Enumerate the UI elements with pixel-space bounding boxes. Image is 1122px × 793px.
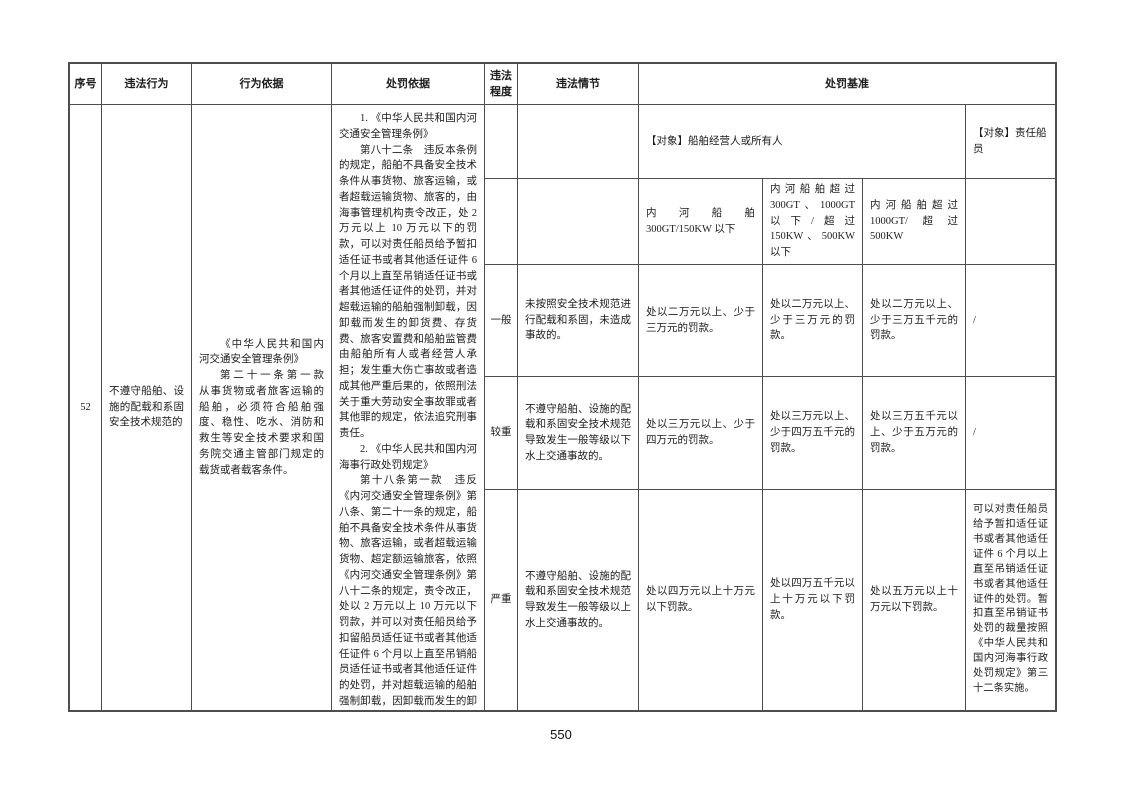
act-basis-paragraph: 《中华人民共和国内河交通安全管理条例》 xyxy=(199,338,324,366)
header-circumstance: 违法情节 xyxy=(518,64,638,104)
penalty-basis-paragraph: 第十八条第一款 违反《内河交通安全管理条例》第八条、第二十一条的规定，船舶不具备… xyxy=(339,475,477,707)
penalty-basis-paragraph: 第八十二条 违反本条例的规定，船舶不具备安全技术条件从事货物、旅客运输，或者超载… xyxy=(339,144,477,440)
cell-circumstance-blank xyxy=(518,105,638,178)
cell-penalty-basis: 1. 《中华人民共和国内河交通安全管理条例》 第八十二条 违反本条例的规定，船舶… xyxy=(332,105,484,710)
header-standard: 处罚基准 xyxy=(639,64,1055,104)
header-violation: 违法行为 xyxy=(102,64,191,104)
header-penalty-basis: 处罚依据 xyxy=(332,64,484,104)
cell-degree: 较重 xyxy=(485,377,517,489)
cell-violation: 不遵守船舶、设施的配载和系固安全技术规范的 xyxy=(102,105,191,710)
page-number: 550 xyxy=(550,727,572,742)
penalty-basis-paragraph: 2. 《中华人民共和国内河海事行政处罚规定》 xyxy=(339,443,477,471)
cell-act-basis: 《中华人民共和国内河交通安全管理条例》 第二十一条第一款 从事货物或者旅客运输的… xyxy=(192,105,331,710)
cell-crew-penalty: 可以对责任船员给予暂扣适任证书或者其他适任证件 6 个月以上直至吊销适任证书或者… xyxy=(966,490,1055,710)
cell-tier3: 内河船舶超过 1000GT/超过 500KW xyxy=(863,179,965,264)
cell-target-operator: 【对象】船舶经营人或所有人 xyxy=(639,105,965,178)
cell-tier1: 内河船舶 300GT/150KW 以下 xyxy=(639,179,762,264)
cell-circumstance: 不遵守船舶、设施的配载和系固安全技术规范导致发生一般等级以下水上交通事故的。 xyxy=(518,377,638,489)
cell-penalty-tier1: 处以四万元以上十万元以下罚款。 xyxy=(639,490,762,710)
cell-degree: 严重 xyxy=(485,490,517,710)
cell-crew-penalty: / xyxy=(966,265,1055,376)
penalty-standard-table: 序号 违法行为 行为依据 处罚依据 违法程度 违法情节 处罚基准 52 不遵守船… xyxy=(68,62,1057,712)
cell-circumstance: 未按照安全技术规范进行配载和系固，未造成事故的。 xyxy=(518,265,638,376)
cell-circumstance: 不遵守船舶、设施的配载和系固安全技术规范导致发生一般等级以上水上交通事故的。 xyxy=(518,490,638,710)
cell-degree-blank xyxy=(485,179,517,264)
cell-degree: 一般 xyxy=(485,265,517,376)
cell-penalty-tier1: 处以三万元以上、少于四万元的罚款。 xyxy=(639,377,762,489)
cell-penalty-tier2: 处以二万元以上、少于三万元的罚款。 xyxy=(763,265,862,376)
cell-penalty-tier2: 处以四万五千元以上十万元以下罚款。 xyxy=(763,490,862,710)
cell-tier2: 内河船舶超过 300GT、1000GT 以下/超过 150KW、500KW 以下 xyxy=(763,179,862,264)
cell-penalty-tier2: 处以三万元以上、少于四万五千元的罚款。 xyxy=(763,377,862,489)
penalty-basis-paragraph: 1. 《中华人民共和国内河交通安全管理条例》 xyxy=(339,113,477,140)
cell-degree-blank xyxy=(485,105,517,178)
cell-penalty-tier3: 处以五万元以上十万元以下罚款。 xyxy=(863,490,965,710)
cell-circumstance-blank xyxy=(518,179,638,264)
header-act-basis: 行为依据 xyxy=(192,64,331,104)
cell-penalty-tier3: 处以三万五千元以上、少于五万元的罚款。 xyxy=(863,377,965,489)
act-basis-paragraph: 第二十一条第一款 从事货物或者旅客运输的船舶，必须符合船舶强度、稳性、吃水、消防… xyxy=(199,370,331,476)
cell-penalty-tier1: 处以二万元以上、少于三万元的罚款。 xyxy=(639,265,762,376)
cell-penalty-tier3: 处以二万元以上、少于三万五千元的罚款。 xyxy=(863,265,965,376)
cell-target-crew: 【对象】责任船员 xyxy=(966,105,1055,178)
cell-crew-penalty: / xyxy=(966,377,1055,489)
cell-crew-blank xyxy=(966,179,1055,264)
cell-seq: 52 xyxy=(70,105,101,710)
header-degree: 违法程度 xyxy=(485,64,517,104)
header-seq: 序号 xyxy=(70,64,101,104)
